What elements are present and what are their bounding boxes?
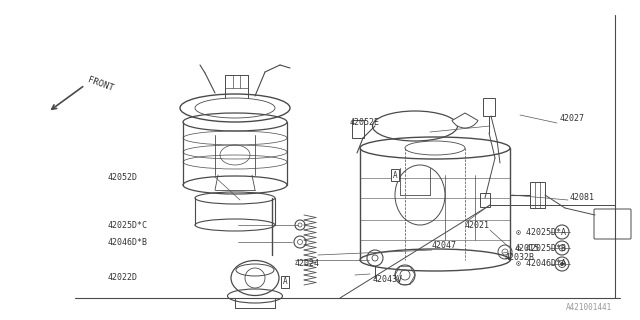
Text: 42032B: 42032B: [505, 253, 535, 262]
Text: 42052E: 42052E: [350, 117, 380, 126]
Bar: [480, 193, 490, 207]
Text: A: A: [393, 171, 397, 180]
Bar: [483, 98, 495, 116]
Text: ⊙ 42025D*A: ⊙ 42025D*A: [516, 228, 566, 236]
Text: 42021: 42021: [465, 220, 490, 229]
Bar: [352, 120, 364, 138]
Wedge shape: [452, 113, 478, 128]
Text: 42081: 42081: [570, 193, 595, 202]
Text: ⊙ 42046D*A: ⊙ 42046D*A: [516, 260, 566, 268]
Text: A: A: [283, 277, 287, 286]
Text: 42052D: 42052D: [108, 172, 138, 181]
Text: 42027: 42027: [560, 114, 585, 123]
FancyBboxPatch shape: [594, 209, 631, 239]
Text: 42025D*C: 42025D*C: [108, 220, 148, 229]
Bar: [530, 182, 545, 208]
Text: 42043V: 42043V: [373, 276, 403, 284]
Text: 42015: 42015: [515, 244, 540, 252]
Text: ⊙ 42025D*B: ⊙ 42025D*B: [516, 244, 566, 252]
Text: 42022D: 42022D: [108, 274, 138, 283]
Text: A421001441: A421001441: [566, 303, 612, 312]
Circle shape: [561, 262, 563, 266]
Text: FRONT: FRONT: [86, 76, 115, 93]
Text: 42047: 42047: [432, 241, 457, 250]
Text: 42046D*B: 42046D*B: [108, 237, 148, 246]
Text: 42024: 42024: [295, 260, 320, 268]
